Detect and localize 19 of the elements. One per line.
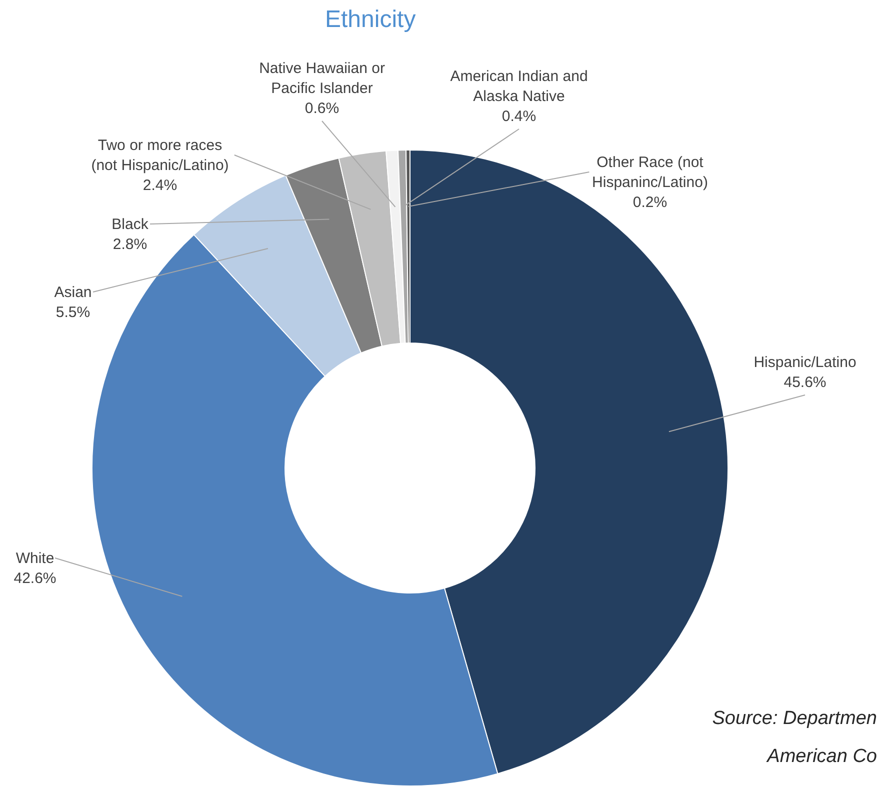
data-label: 2.4% [142, 177, 178, 194]
data-label: 0.2% [632, 194, 668, 211]
data-label: 0.6% [304, 100, 340, 117]
data-label: 45.6% [784, 374, 826, 391]
data-label: 5.5% [56, 304, 90, 321]
source-note: Source: Departmen [712, 708, 877, 729]
chart-title: Ethnicity [325, 6, 416, 33]
slice-label: Hispanic/Latino [754, 354, 856, 371]
slice-label: Black [112, 216, 149, 233]
slice-label: Other Race (not Hispaninc/Latino) [592, 154, 708, 191]
data-label: 0.4% [502, 108, 536, 125]
data-label: 2.8% [112, 236, 148, 253]
slice-label: White [16, 550, 54, 567]
slice-label: Native Hawaiian or Pacific Islander [259, 60, 385, 97]
slice-label: American Indian and Alaska Native [450, 68, 588, 105]
slice-label: Two or more races (not Hispanic/Latino) [91, 137, 229, 174]
slice-label: Asian [54, 284, 92, 301]
data-label: 42.6% [14, 570, 56, 587]
text: American Co [766, 746, 877, 767]
